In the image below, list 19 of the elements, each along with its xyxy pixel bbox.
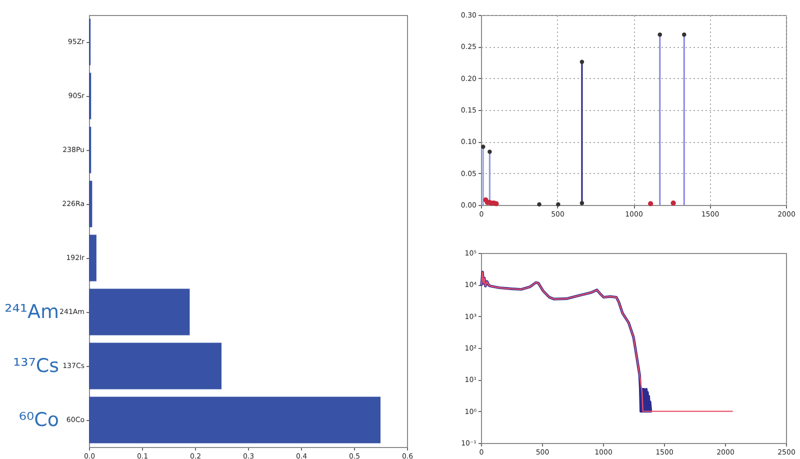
point bbox=[488, 150, 492, 154]
point bbox=[537, 202, 542, 206]
point bbox=[670, 200, 676, 206]
text: ⁶⁰Co bbox=[18, 409, 59, 431]
point bbox=[658, 32, 662, 37]
point bbox=[580, 200, 584, 206]
point bbox=[481, 144, 486, 149]
bar bbox=[89, 342, 222, 390]
line-series bbox=[480, 271, 733, 412]
bar bbox=[89, 180, 92, 228]
point bbox=[682, 32, 686, 37]
point bbox=[648, 201, 654, 206]
bar bbox=[89, 288, 190, 336]
point bbox=[580, 60, 584, 64]
bar bbox=[89, 396, 380, 444]
text: ²⁴¹Am bbox=[4, 301, 59, 323]
point bbox=[556, 202, 560, 206]
bar bbox=[89, 234, 96, 282]
text: ¹³⁷Cs bbox=[12, 355, 59, 377]
